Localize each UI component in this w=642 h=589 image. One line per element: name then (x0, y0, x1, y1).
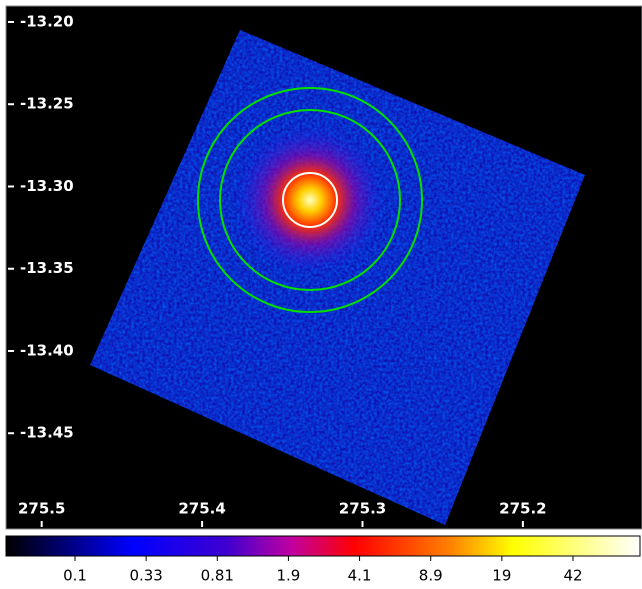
colorbar-label: 0.1 (63, 567, 87, 585)
x-tick-label: 275.3 (339, 500, 386, 518)
y-tick-label: -13.40 (20, 341, 74, 359)
src-region (282, 172, 338, 228)
x-tick-label: 275.4 (178, 500, 225, 518)
colorbar-label: 8.9 (419, 567, 443, 585)
colorbar-label: 0.33 (129, 567, 162, 585)
x-tick-label: 275.2 (499, 500, 546, 518)
colorbar-label: 42 (563, 567, 582, 585)
colorbar-label: 0.81 (201, 567, 234, 585)
y-tick-label: -13.25 (20, 95, 74, 113)
colorbar-label: 1.9 (276, 567, 300, 585)
y-tick-label: -13.45 (20, 424, 74, 442)
source (235, 125, 385, 275)
y-tick-label: -13.20 (20, 12, 74, 30)
bkg-outer (197, 87, 423, 313)
y-tick-label: -13.35 (20, 259, 74, 277)
exposure-noise (90, 30, 585, 525)
colorbar-label: 19 (492, 567, 511, 585)
y-tick-label: -13.30 (20, 177, 74, 195)
colorbar (5, 535, 641, 557)
colorbar-label: 4.1 (348, 567, 372, 585)
bkg-inner (219, 109, 401, 291)
x-tick-label: 275.5 (18, 500, 65, 518)
